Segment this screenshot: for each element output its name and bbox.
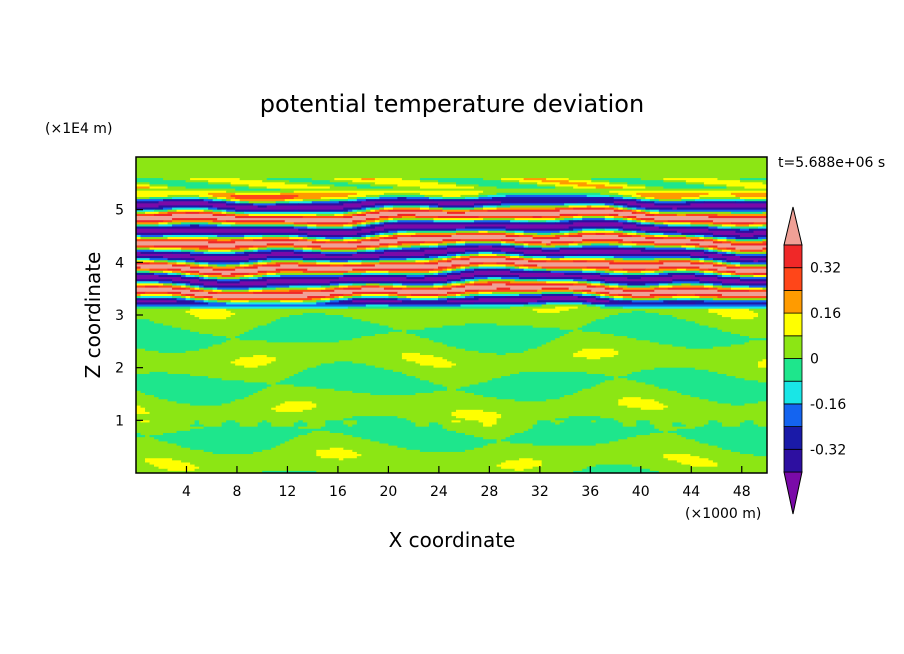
x-tick-label: 12 [279, 484, 297, 500]
colorbar-label: -0.32 [810, 442, 846, 458]
x-tick-label: 16 [329, 484, 347, 500]
colorbar-label: 0 [810, 352, 819, 368]
colorbar-swatch [783, 426, 803, 450]
x-tick-label: 24 [430, 484, 448, 500]
x-unit-label: (×1000 m) [685, 506, 761, 522]
y-tick-label: 1 [115, 413, 124, 429]
y-axis-title: Z coordinate [81, 252, 105, 379]
colorbar-label: -0.16 [810, 397, 846, 413]
y-tick-label: 5 [115, 203, 124, 219]
x-tick-label: 40 [632, 484, 650, 500]
colorbar-swatch [783, 289, 803, 314]
colorbar-swatch [783, 380, 803, 405]
x-tick-label: 48 [733, 484, 751, 500]
colorbar-label: 0.32 [810, 261, 841, 277]
chart-title: potential temperature deviation [260, 90, 644, 118]
colorbar-swatch [783, 244, 803, 269]
colorbar-extend-max [783, 206, 803, 246]
x-tick-label: 28 [480, 484, 498, 500]
colorbar-swatch [783, 335, 803, 359]
y-tick-label: 3 [115, 308, 124, 324]
colorbar-extend-min [783, 471, 803, 515]
colorbar: 0.32 0.16 0 -0.16 -0.32 [783, 206, 846, 515]
x-axis-title: X coordinate [389, 528, 516, 552]
y-tick-label: 2 [115, 361, 124, 377]
colorbar-swatch [783, 312, 803, 337]
contour-field [136, 157, 767, 473]
colorbar-label: 0.16 [810, 306, 841, 322]
colorbar-swatch [783, 448, 803, 473]
x-tick-label: 32 [531, 484, 549, 500]
colorbar-swatch [783, 267, 803, 291]
x-axis: 4 8 12 16 20 24 28 32 36 40 44 48 [182, 466, 751, 500]
colorbar-swatch [783, 403, 803, 427]
colorbar-swatch [783, 358, 803, 382]
x-tick-label: 8 [232, 484, 241, 500]
time-label: t=5.688e+06 s [778, 155, 885, 171]
y-unit-label: (×1E4 m) [45, 121, 112, 137]
y-axis: 1 2 3 4 5 [115, 203, 143, 429]
x-tick-label: 44 [682, 484, 700, 500]
x-tick-label: 36 [581, 484, 599, 500]
x-tick-label: 20 [379, 484, 397, 500]
y-tick-label: 4 [115, 255, 124, 271]
x-tick-label: 4 [182, 484, 191, 500]
